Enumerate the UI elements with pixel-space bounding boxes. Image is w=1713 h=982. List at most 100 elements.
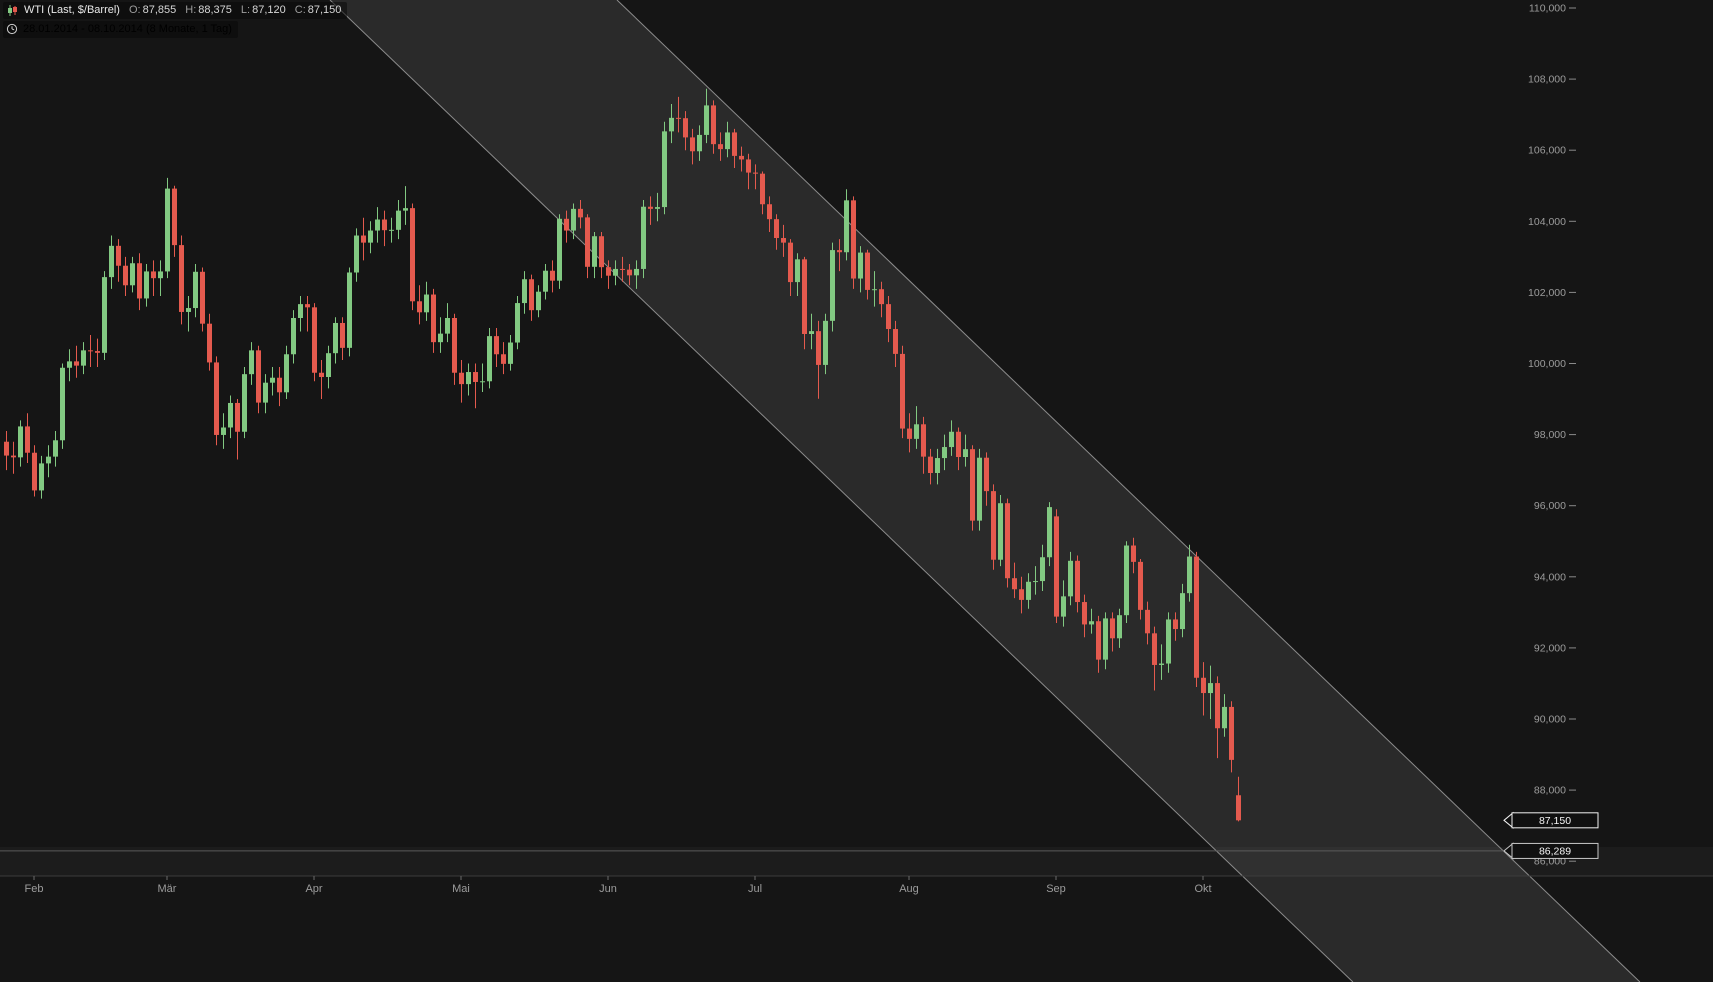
candle[interactable] xyxy=(1033,566,1038,595)
candle[interactable] xyxy=(697,125,702,161)
candle[interactable] xyxy=(809,313,814,350)
candle[interactable] xyxy=(1019,576,1024,614)
candle[interactable] xyxy=(1201,662,1206,716)
candle[interactable] xyxy=(865,249,870,300)
candle[interactable] xyxy=(270,367,275,396)
candle[interactable] xyxy=(1180,583,1185,638)
candle[interactable] xyxy=(704,88,709,144)
candle[interactable] xyxy=(585,214,590,279)
candle[interactable] xyxy=(1096,615,1101,673)
candle[interactable] xyxy=(417,285,422,325)
candle[interactable] xyxy=(60,363,65,449)
candle[interactable] xyxy=(123,256,128,296)
candle[interactable] xyxy=(627,263,632,286)
candle[interactable] xyxy=(760,171,765,215)
candle[interactable] xyxy=(1075,555,1080,613)
candle[interactable] xyxy=(480,363,485,392)
candle[interactable] xyxy=(886,295,891,343)
candle[interactable] xyxy=(648,196,653,225)
candle[interactable] xyxy=(116,239,121,282)
candle[interactable] xyxy=(508,335,513,371)
candle[interactable] xyxy=(382,210,387,247)
candle[interactable] xyxy=(732,128,737,168)
candle[interactable] xyxy=(1187,544,1192,602)
candle[interactable] xyxy=(823,313,828,375)
candle[interactable] xyxy=(158,260,163,296)
candle[interactable] xyxy=(1110,612,1115,652)
candle[interactable] xyxy=(18,420,23,467)
candle[interactable] xyxy=(662,121,667,215)
candle[interactable] xyxy=(298,295,303,332)
candle[interactable] xyxy=(165,177,170,279)
candle[interactable] xyxy=(1152,626,1157,691)
candle[interactable] xyxy=(1131,537,1136,574)
candle[interactable] xyxy=(592,231,597,279)
candle[interactable] xyxy=(347,267,352,357)
candle[interactable] xyxy=(844,189,849,261)
candle[interactable] xyxy=(942,434,947,471)
candle[interactable] xyxy=(858,246,863,293)
candle[interactable] xyxy=(67,349,72,382)
candle[interactable] xyxy=(816,320,821,399)
candle[interactable] xyxy=(529,274,534,321)
candle[interactable] xyxy=(613,260,618,286)
candle[interactable] xyxy=(1138,559,1143,620)
candle[interactable] xyxy=(774,214,779,250)
candle[interactable] xyxy=(676,96,681,133)
candle[interactable] xyxy=(984,452,989,506)
candle[interactable] xyxy=(459,359,464,403)
candle[interactable] xyxy=(144,263,149,307)
candle[interactable] xyxy=(207,313,212,371)
candle[interactable] xyxy=(515,295,520,350)
candle[interactable] xyxy=(102,271,107,360)
candle[interactable] xyxy=(550,260,555,293)
candle[interactable] xyxy=(767,196,772,232)
candle[interactable] xyxy=(221,413,226,449)
candle[interactable] xyxy=(1054,509,1059,624)
candle[interactable] xyxy=(998,495,1003,567)
candle[interactable] xyxy=(200,267,205,332)
candle[interactable] xyxy=(1194,551,1199,688)
candle[interactable] xyxy=(893,320,898,368)
candle[interactable] xyxy=(669,103,674,144)
candle[interactable] xyxy=(193,263,198,318)
candle[interactable] xyxy=(564,210,569,243)
candle[interactable] xyxy=(242,367,247,439)
candle[interactable] xyxy=(977,448,982,531)
candle[interactable] xyxy=(1040,544,1045,592)
channel-upper-line[interactable] xyxy=(616,0,1641,982)
candle[interactable] xyxy=(466,363,471,396)
candle[interactable] xyxy=(11,441,16,474)
candle[interactable] xyxy=(578,199,583,229)
candle[interactable] xyxy=(1124,541,1129,624)
candle[interactable] xyxy=(1229,701,1234,773)
candle[interactable] xyxy=(725,121,730,158)
candle[interactable] xyxy=(788,239,793,296)
candle[interactable] xyxy=(151,260,156,296)
candle[interactable] xyxy=(1173,612,1178,641)
candle[interactable] xyxy=(109,235,114,289)
candle[interactable] xyxy=(739,146,744,172)
candle[interactable] xyxy=(368,221,373,254)
candle[interactable] xyxy=(1026,573,1031,609)
candle[interactable] xyxy=(620,256,625,282)
candle[interactable] xyxy=(130,256,135,293)
candle[interactable] xyxy=(802,256,807,350)
candle[interactable] xyxy=(326,345,331,389)
candle[interactable] xyxy=(634,260,639,289)
candle[interactable] xyxy=(1103,612,1108,670)
candle[interactable] xyxy=(403,186,408,225)
candle[interactable] xyxy=(753,164,758,190)
candle[interactable] xyxy=(445,303,450,343)
candle[interactable] xyxy=(410,203,415,311)
candle[interactable] xyxy=(900,345,905,439)
candle[interactable] xyxy=(25,413,30,464)
candle[interactable] xyxy=(830,242,835,332)
x-axis[interactable]: Feb Mär Apr Mai Jun Jul Aug Sep Okt xyxy=(25,876,1212,895)
price-marker-last-price[interactable]: 87,150 xyxy=(1503,811,1599,829)
candle[interactable] xyxy=(1145,601,1150,645)
candle[interactable] xyxy=(228,395,233,439)
candle[interactable] xyxy=(452,313,457,385)
candle[interactable] xyxy=(431,288,436,353)
candle[interactable] xyxy=(354,228,359,282)
